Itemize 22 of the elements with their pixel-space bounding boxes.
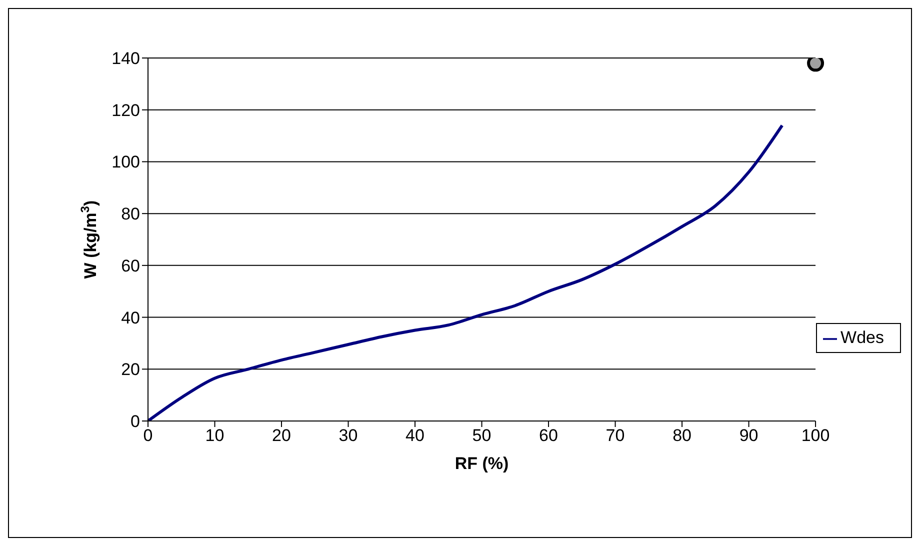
x-tick-label: 60 (539, 426, 558, 446)
x-tick-label: 100 (801, 426, 830, 446)
x-tick-label: 40 (406, 426, 424, 446)
y-tick-label: 100 (112, 152, 140, 172)
x-tick-label: 0 (143, 426, 153, 446)
y-tick-label: 40 (121, 308, 140, 328)
legend-label: Wdes (840, 328, 884, 347)
x-tick-label: 50 (472, 426, 492, 446)
y-tick-label: 80 (121, 204, 140, 224)
y-tick-label: 0 (130, 412, 140, 432)
y-tick-label: 120 (112, 100, 140, 120)
y-tick-label: 140 (112, 49, 140, 68)
x-tick-label: 30 (338, 426, 358, 446)
x-tick-label: 90 (739, 426, 758, 446)
x-axis-title: RF (%) (454, 454, 509, 473)
y-tick-label: 20 (121, 360, 140, 380)
line-series (146, 124, 784, 421)
x-tick-label: 80 (672, 426, 692, 446)
x-tick-label: 10 (205, 426, 224, 446)
x-tick-label: 70 (606, 426, 625, 446)
y-tick-label: 60 (121, 256, 140, 276)
x-tick-label: 20 (272, 426, 291, 446)
